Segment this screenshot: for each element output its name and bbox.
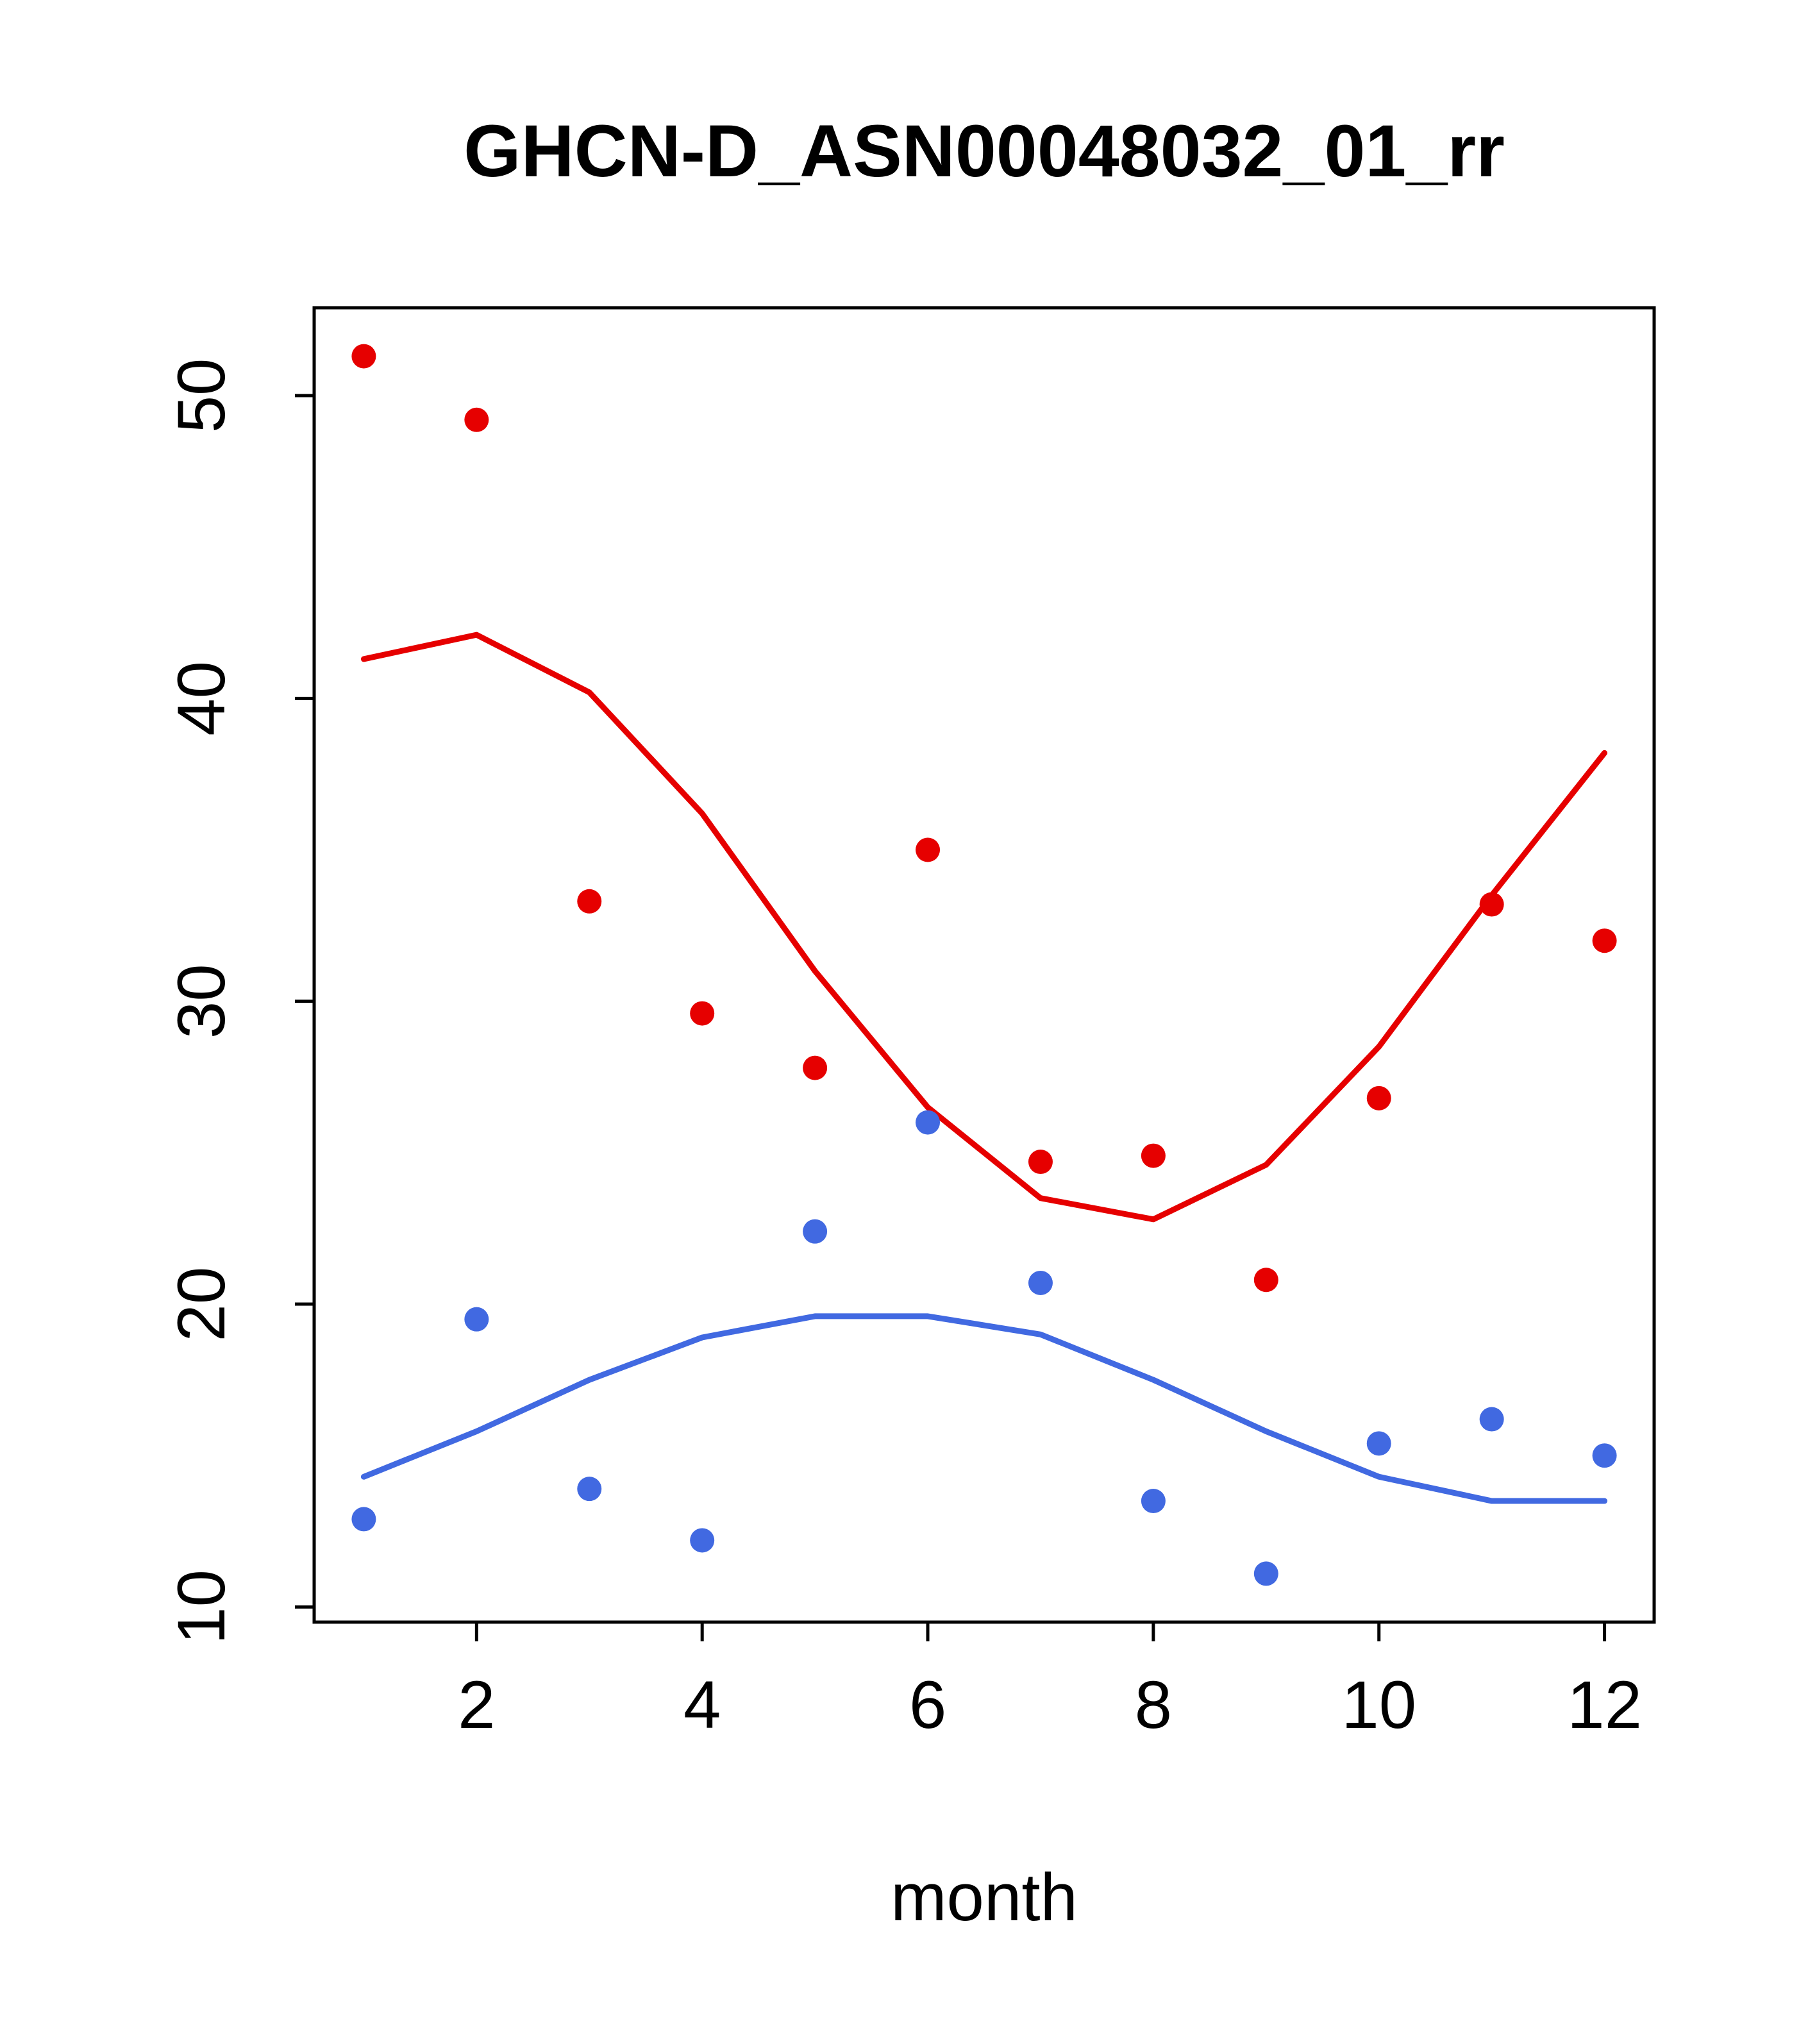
y-tick-label: 30 [164,964,239,1039]
blue-points-marker [577,1477,602,1502]
x-tick-label: 6 [909,1668,946,1743]
y-tick-label: 10 [164,1570,239,1645]
red-points-marker [577,889,602,914]
x-axis-label: month [891,1860,1078,1935]
blue-points-marker [1028,1270,1053,1295]
blue-points-marker [916,1110,941,1135]
red-points-marker [803,1055,828,1080]
y-tick-label: 40 [164,661,239,736]
y-tick-label: 50 [164,358,239,433]
x-tick-label: 8 [1135,1668,1172,1743]
blue-points-marker [1141,1489,1166,1514]
blue-points-marker [1253,1561,1278,1586]
blue-points-marker [690,1528,715,1553]
chart-title: GHCN-D_ASN00048032_01_rr [464,110,1505,192]
red-points-marker [1366,1085,1391,1110]
red-points-marker [916,837,941,862]
blue-points-marker [464,1307,489,1332]
x-tick-label: 4 [683,1668,721,1743]
x-tick-label: 2 [458,1668,495,1743]
blue-points-marker [1592,1443,1617,1468]
red-points-marker [351,344,376,369]
red-points-marker [1141,1143,1166,1168]
x-tick-label: 10 [1341,1668,1416,1743]
x-tick-label: 12 [1567,1668,1642,1743]
red-points-marker [464,407,489,432]
blue-points-marker [1479,1407,1504,1432]
blue-points-marker [803,1219,828,1244]
blue-points-marker [351,1507,376,1532]
y-tick-label: 20 [164,1267,239,1342]
blue-smooth-line [360,1313,1608,1504]
red-points-marker [1028,1150,1053,1175]
blue-points-marker [1366,1431,1391,1456]
red-points-marker [690,1001,715,1026]
red-smooth-line [360,632,1608,1223]
red-points-marker [1253,1268,1278,1293]
red-points-marker [1479,892,1504,917]
plot-box [312,306,1656,1624]
red-points-marker [1592,928,1617,953]
